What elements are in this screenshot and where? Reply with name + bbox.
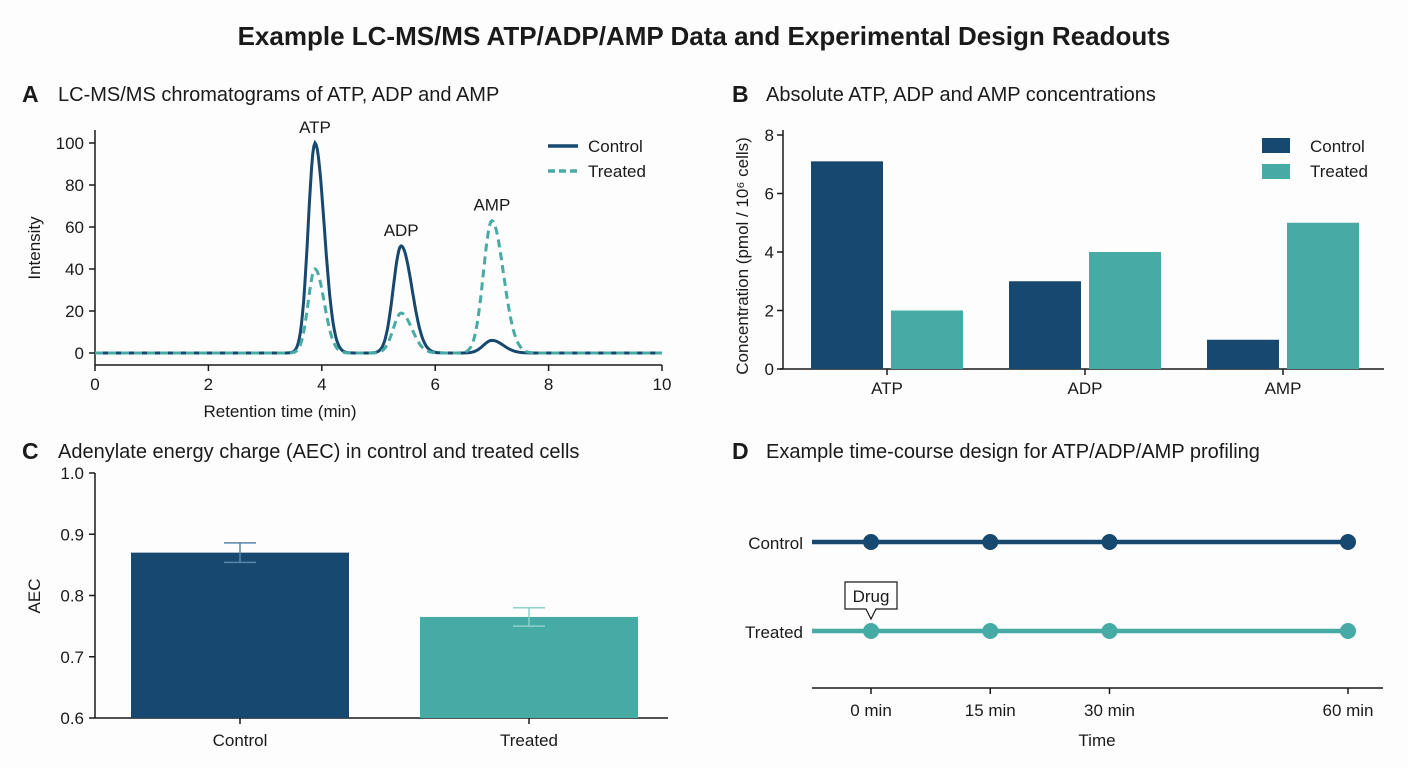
group-label: Control xyxy=(748,534,803,553)
panel-c-ylabel: AEC xyxy=(25,579,44,614)
peak-label: ADP xyxy=(384,221,419,240)
panel-letter-a: A xyxy=(22,81,39,107)
y-tick-label: 0.6 xyxy=(60,709,84,728)
y-tick-label: 6 xyxy=(765,185,774,204)
bar-treated xyxy=(420,616,638,718)
bar-atp-control xyxy=(811,161,883,369)
y-tick-label: 2 xyxy=(765,302,774,321)
panel-d-xlabel: Time xyxy=(1078,731,1115,750)
x-tick-label: 15 min xyxy=(965,701,1016,720)
timepoint-marker xyxy=(1101,534,1118,550)
x-tick-label: 2 xyxy=(204,375,213,394)
timepoint-marker xyxy=(1101,623,1118,639)
bar-adp-treated xyxy=(1089,252,1161,369)
bar-amp-control xyxy=(1207,339,1279,369)
timepoint-marker xyxy=(1340,534,1356,550)
x-tick-label: 8 xyxy=(544,375,553,394)
panel-a-title: LC-MS/MS chromatograms of ATP, ADP and A… xyxy=(58,84,499,106)
x-tick-label: 30 min xyxy=(1084,701,1135,720)
x-tick-label: ADP xyxy=(1068,379,1103,398)
y-tick-label: 8 xyxy=(765,126,774,145)
panel-letter-b: B xyxy=(732,81,749,107)
panel-d-title: Example time-course design for ATP/ADP/A… xyxy=(766,441,1260,463)
panel-b-title: Absolute ATP, ADP and AMP concentrations xyxy=(766,84,1156,106)
x-tick-label: 0 xyxy=(90,375,99,394)
timepoint-marker xyxy=(863,623,879,639)
y-tick-label: 0 xyxy=(75,344,84,363)
y-tick-label: 0.7 xyxy=(60,648,84,667)
panel-b-legend: Control Treated xyxy=(1262,137,1368,181)
x-tick-label: ATP xyxy=(871,379,903,398)
legend-control-label: Control xyxy=(588,137,643,156)
x-tick-label: Treated xyxy=(500,731,558,750)
y-tick-label: 40 xyxy=(65,260,84,279)
bar-control xyxy=(131,552,349,718)
panel-b-ylabel: Concentration (pmol / 10⁶ cells) xyxy=(733,137,752,375)
timepoint-marker xyxy=(1340,623,1356,639)
x-tick-label: 60 min xyxy=(1322,701,1373,720)
panel-a: A LC-MS/MS chromatograms of ATP, ADP and… xyxy=(22,81,671,421)
timepoint-marker xyxy=(863,534,879,550)
drug-label: Drug xyxy=(853,587,890,606)
legend-treated-swatch xyxy=(1262,164,1290,179)
y-tick-label: 1.0 xyxy=(60,464,84,483)
figure-title: Example LC-MS/MS ATP/ADP/AMP Data and Ex… xyxy=(238,21,1171,51)
chromatogram-control xyxy=(95,139,662,355)
panel-a-xlabel: Retention time (min) xyxy=(203,402,356,421)
chromatogram-treated xyxy=(95,218,662,355)
legend-control-swatch xyxy=(1262,138,1290,153)
y-tick-label: 4 xyxy=(765,243,774,262)
x-tick-label: 10 xyxy=(653,375,672,394)
y-tick-label: 0.8 xyxy=(60,587,84,606)
legend-treated-label: Treated xyxy=(1310,162,1368,181)
group-label: Treated xyxy=(745,623,803,642)
legend-control-label: Control xyxy=(1310,137,1365,156)
bar-adp-control xyxy=(1009,281,1081,369)
y-tick-label: 0 xyxy=(765,360,774,379)
drug-callout xyxy=(844,581,898,621)
x-tick-label: 4 xyxy=(317,375,326,394)
peak-label: AMP xyxy=(473,196,510,215)
panel-c-title: Adenylate energy charge (AEC) in control… xyxy=(58,441,579,463)
x-tick-label: 6 xyxy=(430,375,439,394)
bar-atp-treated xyxy=(891,310,963,369)
bar-amp-treated xyxy=(1287,222,1359,369)
x-tick-label: AMP xyxy=(1265,379,1302,398)
peak-label: ATP xyxy=(299,118,331,137)
y-tick-label: 60 xyxy=(65,218,84,237)
y-tick-label: 100 xyxy=(56,134,84,153)
legend-treated-label: Treated xyxy=(588,162,646,181)
panel-c: C Adenylate energy charge (AEC) in contr… xyxy=(22,438,668,750)
timepoint-marker xyxy=(982,534,999,550)
x-tick-label: Control xyxy=(213,731,268,750)
y-tick-label: 0.9 xyxy=(60,525,84,544)
panel-a-legend: Control Treated xyxy=(548,137,646,181)
timepoint-marker xyxy=(982,623,999,639)
panel-letter-c: C xyxy=(22,438,39,464)
x-tick-label: 0 min xyxy=(850,701,892,720)
y-tick-label: 80 xyxy=(65,176,84,195)
panel-b: B Absolute ATP, ADP and AMP concentratio… xyxy=(732,81,1384,398)
y-tick-label: 20 xyxy=(65,302,84,321)
panel-d: D Example time-course design for ATP/ADP… xyxy=(732,438,1383,750)
panel-letter-d: D xyxy=(732,438,749,464)
panel-a-ylabel: Intensity xyxy=(25,216,44,280)
